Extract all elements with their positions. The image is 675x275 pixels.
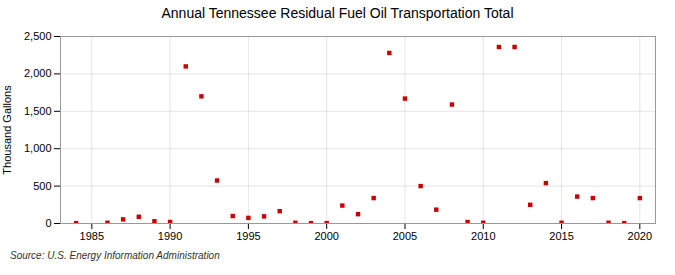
svg-text:1,000: 1,000 [24,142,52,154]
svg-text:2,000: 2,000 [24,67,52,79]
svg-text:1995: 1995 [236,230,260,242]
svg-text:2005: 2005 [393,230,417,242]
svg-text:1,500: 1,500 [24,105,52,117]
svg-text:0: 0 [45,217,51,229]
html-text:Annual Tennessee Residual Fuel: Annual Tennessee Residual Fuel Oil Trans… [161,5,514,21]
svg-text:500: 500 [33,180,51,192]
svg-text:1990: 1990 [158,230,182,242]
svg-text:2020: 2020 [628,230,652,242]
svg-text:2000: 2000 [314,230,338,242]
svg-text:1985: 1985 [80,230,104,242]
html-text:Source: U.S. Energy Informatio: Source: U.S. Energy Information Administ… [10,250,220,261]
svg-text:2,500: 2,500 [24,30,52,42]
svg-text:Thousand Gallons: Thousand Gallons [1,85,13,175]
svg-text:2015: 2015 [549,230,573,242]
svg-text:2010: 2010 [471,230,495,242]
